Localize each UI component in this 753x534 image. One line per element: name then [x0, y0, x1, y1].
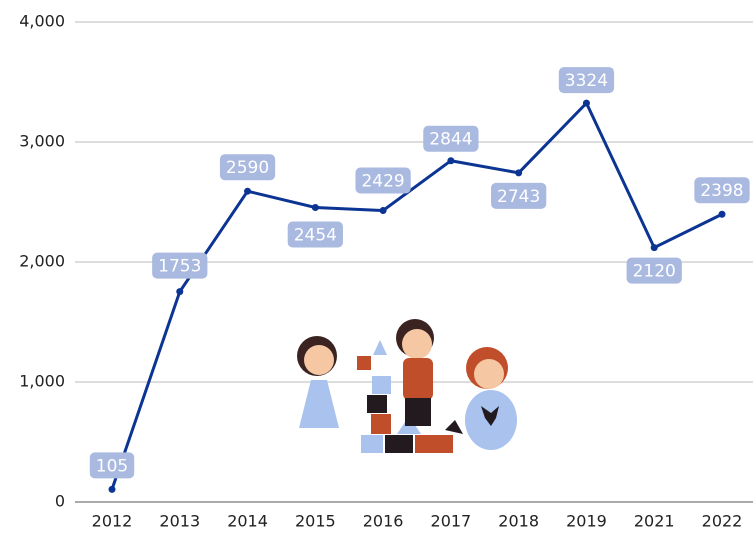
- marker: [109, 486, 116, 493]
- x-tick-label: 2021: [634, 512, 675, 531]
- marker: [244, 188, 251, 195]
- value-label: 2120: [627, 258, 682, 284]
- value-label-text: 3324: [565, 71, 608, 91]
- value-label: 1753: [152, 253, 207, 279]
- x-tick-label: 2022: [702, 512, 743, 531]
- value-label-text: 105: [96, 456, 128, 476]
- value-label: 2590: [220, 154, 275, 180]
- y-tick-label: 3,000: [19, 132, 65, 151]
- x-tick-label: 2017: [431, 512, 472, 531]
- value-label: 2454: [288, 222, 343, 248]
- value-label-text: 2398: [700, 181, 743, 201]
- y-tick-label: 0: [55, 492, 65, 511]
- y-tick-label: 1,000: [19, 372, 65, 391]
- x-tick-label: 2019: [566, 512, 607, 531]
- value-label: 2743: [491, 183, 546, 209]
- value-label: 2398: [694, 177, 749, 203]
- marker: [380, 207, 387, 214]
- marker: [651, 244, 658, 251]
- x-tick-label: 2015: [295, 512, 336, 531]
- marker: [176, 288, 183, 295]
- x-tick-label: 2012: [92, 512, 133, 531]
- illustration: [297, 319, 517, 453]
- value-label: 2844: [423, 126, 478, 152]
- value-label-text: 2743: [497, 187, 540, 207]
- y-tick-label: 2,000: [19, 252, 65, 271]
- value-label-text: 2120: [633, 262, 676, 282]
- value-label-text: 2590: [226, 158, 269, 178]
- chart: 0 1,000 2,000 3,000 4,000 2012 2013 2014 2015 201…: [0, 0, 753, 534]
- y-tick-label: 4,000: [19, 12, 65, 31]
- value-label-text: 2454: [294, 226, 337, 246]
- marker: [515, 169, 522, 176]
- value-label: 105: [90, 452, 134, 478]
- marker: [447, 157, 454, 164]
- value-label: 2429: [355, 168, 410, 194]
- x-tick-label: 2014: [227, 512, 268, 531]
- marker: [719, 211, 726, 218]
- value-label-text: 2844: [429, 130, 472, 150]
- x-tick-label: 2016: [363, 512, 404, 531]
- value-label-text: 2429: [361, 172, 404, 192]
- value-label-text: 1753: [158, 257, 201, 277]
- value-label: 3324: [559, 67, 614, 93]
- x-tick-label: 2018: [498, 512, 539, 531]
- marker: [312, 204, 319, 211]
- marker: [583, 100, 590, 107]
- x-tick-label: 2013: [159, 512, 200, 531]
